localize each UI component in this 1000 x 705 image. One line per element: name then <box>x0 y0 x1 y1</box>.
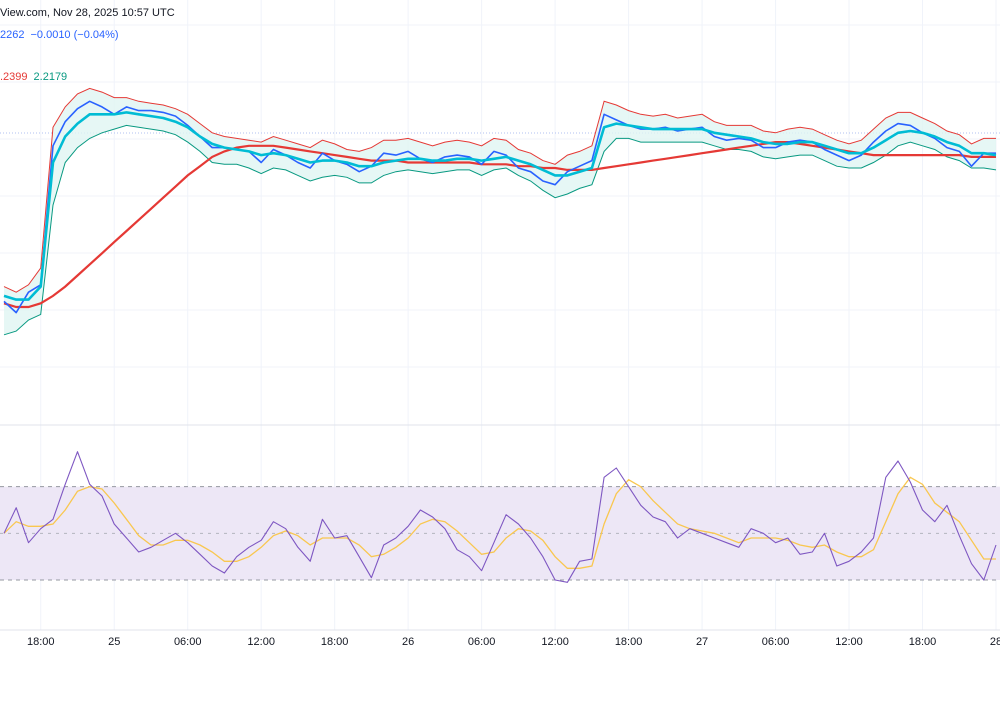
rsi-pane-series <box>3 451 997 583</box>
lower-band-line <box>3 124 997 336</box>
price-pane-series <box>3 100 997 314</box>
x-tick-label-10: 06:00 <box>762 636 790 648</box>
upper-band-line <box>3 87 996 293</box>
x-tick-label-11: 12:00 <box>835 636 863 648</box>
indicator-value-1: .2399 <box>0 71 28 83</box>
rsi-line <box>3 451 997 583</box>
bollinger-bands <box>3 87 997 336</box>
x-tick-label-1: 25 <box>108 636 120 648</box>
price-line <box>3 100 996 314</box>
x-tick-label-13: 28 <box>990 636 1000 648</box>
x-tick-label-0: 18:00 <box>27 636 55 648</box>
x-tick-label-8: 18:00 <box>615 636 643 648</box>
x-tick-label-6: 06:00 <box>468 636 496 648</box>
chart-source-timestamp: View.com, Nov 28, 2025 10:57 UTC <box>0 7 175 19</box>
price-value: 2262 <box>0 29 25 41</box>
x-tick-label-5: 26 <box>402 636 414 648</box>
rsi-overbought-oversold-band <box>0 486 1000 581</box>
ema-line <box>3 111 997 301</box>
band-fill <box>4 88 996 335</box>
x-tick-label-9: 27 <box>696 636 708 648</box>
price-change: −0.0010 (−0.04%) <box>30 29 119 41</box>
x-tick-label-12: 18:00 <box>909 636 937 648</box>
indicator-readout: .2399 2.2179 <box>0 71 67 83</box>
x-axis: 18:00 25 06:00 12:00 18:00 26 06:00 12:00 18:00 2… <box>0 629 1000 648</box>
x-tick-label-7: 12:00 <box>541 636 569 648</box>
x-tick-label-4: 18:00 <box>321 636 349 648</box>
price-readout: 2262 −0.0010 (−0.04%) <box>0 29 119 41</box>
indicator-value-2: 2.2179 <box>33 71 68 83</box>
x-tick-label-3: 12:00 <box>247 636 275 648</box>
x-tick-label-2: 06:00 <box>174 636 202 648</box>
